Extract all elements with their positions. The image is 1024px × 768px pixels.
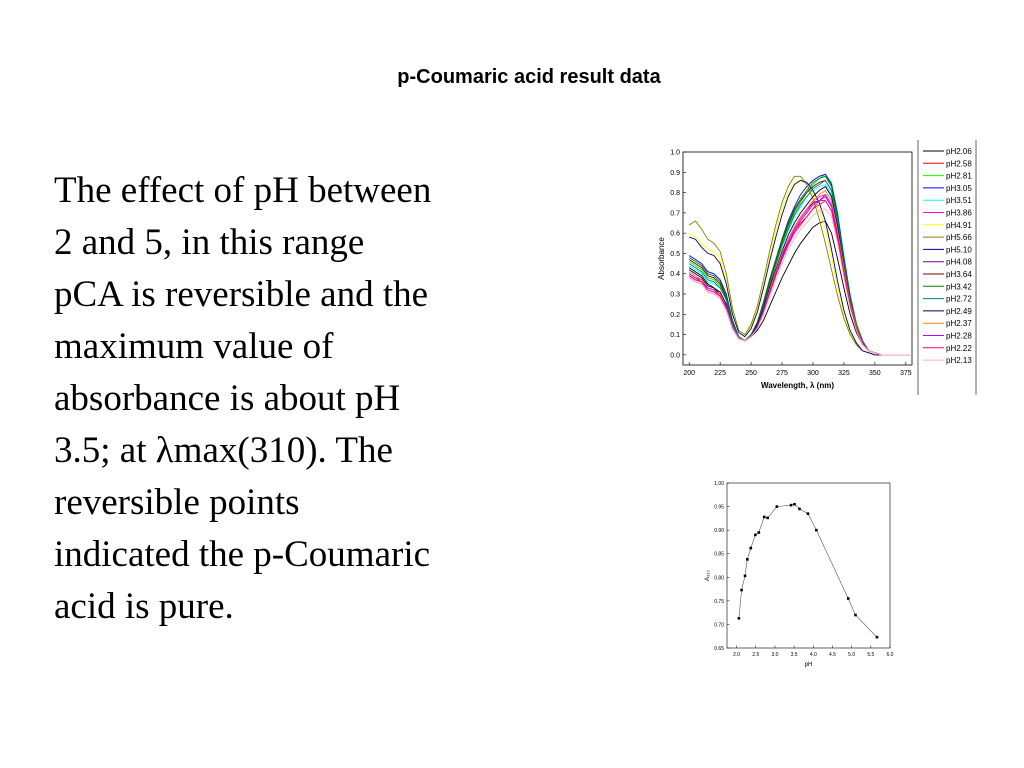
data-point [815, 528, 818, 532]
y-tick-label: 0.65 [714, 646, 724, 652]
legend-entry: pH5.66 [946, 233, 972, 242]
series-line-pH5.10 [689, 179, 912, 356]
legend-entry: pH5.10 [946, 245, 972, 254]
data-point [740, 588, 743, 592]
y-tick-label: 0.6 [670, 231, 680, 238]
x-tick-label: 3.0 [771, 652, 778, 658]
x-tick-label: 300 [807, 370, 819, 377]
body-line: absorbance is about pH [54, 378, 401, 419]
x-tick-label: 350 [869, 370, 881, 377]
data-point [749, 546, 753, 550]
x-axis-title: pH [805, 662, 813, 668]
body-line: indicated the p-Coumaric [54, 534, 431, 575]
legend-entry: pH2.58 [946, 159, 972, 168]
x-tick-label: 3.5 [791, 652, 798, 658]
data-point [762, 515, 766, 519]
legend-entry: pH4.08 [946, 258, 972, 267]
y-tick-label: 0.5 [670, 251, 680, 258]
data-point [757, 531, 761, 534]
x-axis-title: Wavelength, λ (nm) [761, 381, 834, 390]
x-tick-label: 4.0 [810, 652, 817, 658]
data-point [806, 512, 810, 515]
y-tick-label: 0.75 [714, 599, 724, 605]
data-point [775, 505, 779, 508]
y-tick-label: 0.4 [670, 271, 680, 278]
x-tick-label: 4.5 [829, 652, 836, 658]
legend-entry: pH3.05 [946, 184, 972, 193]
body-line: acid is pure. [54, 586, 234, 627]
series-line [738, 503, 878, 638]
x-tick-label: 225 [714, 370, 726, 377]
x-tick-label: 250 [745, 370, 757, 377]
body-text: The effect of pH between 2 and 5, in this… [54, 165, 534, 633]
slide-title: p-Coumaric acid result data [397, 66, 661, 88]
x-tick-label: 2.5 [752, 652, 759, 658]
series-line-pH2.13 [688, 208, 912, 356]
data-point [789, 503, 793, 507]
data-point [793, 502, 796, 506]
x-tick-label: 200 [683, 370, 695, 377]
y-tick-label: 0.0 [670, 352, 680, 359]
x-tick-label: 325 [838, 370, 850, 377]
y-tick-label: 0.85 [714, 552, 724, 558]
y-tick-label: 0.90 [714, 528, 724, 534]
data-point [743, 574, 747, 578]
data-point [754, 533, 757, 537]
data-point [766, 516, 769, 520]
absorbance-vs-ph-chart: 0.65 0.70 0.75 0.80 0.85 0.90 0.95 1.00 2.0 2.5 3.… [705, 481, 894, 668]
body-line: 2 and 5, in this range [54, 222, 365, 263]
x-tick-label: 275 [776, 370, 788, 377]
plot-frame [682, 151, 913, 366]
y-tick-label: 0.1 [670, 332, 680, 339]
y-tick-label: 0.95 [714, 505, 724, 511]
legend-entry: pH2.13 [946, 356, 972, 365]
y-axis-title: Absorbance [657, 237, 666, 280]
legend-entry: pH3.42 [946, 282, 972, 291]
y-tick-label: 0.70 [714, 622, 724, 628]
data-point [737, 617, 741, 620]
series-line-pH3.86 [688, 194, 912, 356]
body-line: pCA is reversible and the [54, 274, 429, 315]
y-tick-label: 1.0 [670, 150, 680, 157]
body-line: reversible points [54, 482, 300, 523]
data-point [875, 635, 879, 639]
y-tick-label: 0.7 [670, 210, 680, 217]
x-tick-label: 375 [900, 370, 912, 377]
legend-entry: pH2.81 [946, 172, 972, 181]
data-point [846, 597, 850, 600]
x-tick-label: 5.5 [867, 652, 874, 658]
series-line-pH4.08 [688, 200, 912, 356]
y-tick-label: 0.8 [670, 190, 680, 197]
legend-entry: pH2.37 [946, 319, 972, 328]
y-tick-label: 1.00 [714, 481, 724, 487]
y-tick-label: 0.3 [670, 292, 680, 299]
legend-entry: pH2.22 [946, 344, 972, 353]
y-tick-label: 0.2 [670, 312, 680, 319]
legend-entry: pH3.86 [946, 209, 972, 218]
legend-entry: pH2.06 [946, 147, 972, 156]
legend-entry: pH3.51 [946, 196, 972, 205]
absorbance-spectra-chart: 0.0 0.1 0.2 0.3 0.4 0.5 0.6 0.7 0.8 0.9 1.0 200 225 2… [657, 140, 977, 395]
x-tick-label: 2.0 [733, 652, 740, 658]
body-line: The effect of pH between [54, 170, 432, 211]
body-line: 3.5; at λmax(310). The [54, 430, 393, 471]
body-line: maximum value of [54, 326, 334, 367]
x-tick-label: 6.0 [887, 652, 894, 658]
data-point [798, 507, 801, 511]
series-line-pH3.51 [688, 183, 912, 356]
y-axis-title: A₃₁₀ [705, 570, 711, 581]
y-tick-label: 0.80 [714, 575, 724, 581]
data-point [746, 558, 749, 561]
y-tick-label: 0.9 [670, 170, 680, 177]
legend-entry: pH4.91 [946, 221, 972, 230]
x-tick-label: 5.0 [848, 652, 855, 658]
series-line-pH2.22 [688, 200, 912, 356]
plot-frame [726, 482, 891, 649]
legend-entry: pH2.72 [946, 295, 972, 304]
data-point [854, 613, 857, 617]
series-line-pH2.28 [688, 195, 912, 356]
legend-entry: pH3.64 [946, 270, 972, 279]
legend-entry: pH2.28 [946, 332, 972, 341]
legend-entry: pH2.49 [946, 307, 972, 316]
